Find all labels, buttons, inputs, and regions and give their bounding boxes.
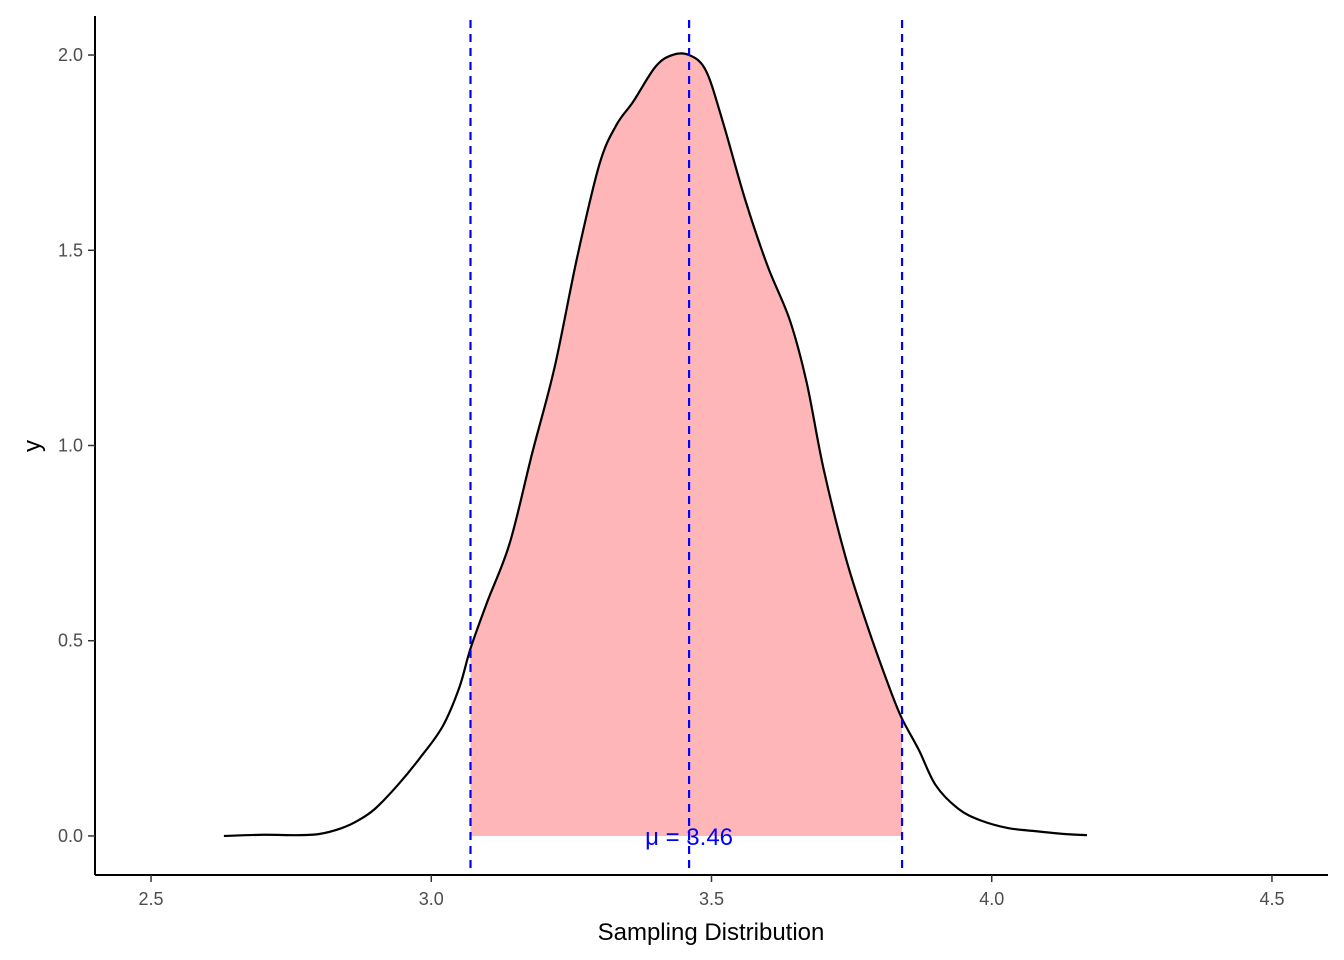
density-curve — [223, 52, 1088, 838]
y-tick-label: 2.0 — [58, 45, 83, 65]
x-tick-label: 4.5 — [1259, 889, 1284, 909]
x-tick-label: 2.5 — [139, 889, 164, 909]
y-tick-label: 0.0 — [58, 826, 83, 846]
y-tick-label: 1.5 — [58, 240, 83, 260]
x-tick-label: 3.0 — [419, 889, 444, 909]
x-axis-title: Sampling Distribution — [598, 919, 825, 946]
y-tick-label: 0.5 — [58, 631, 83, 651]
x-tick-label: 4.0 — [979, 889, 1004, 909]
x-tick-label: 3.5 — [699, 889, 724, 909]
y-tick-label: 1.0 — [58, 436, 83, 456]
y-axis-title: y — [19, 440, 46, 452]
shaded-interval-area — [470, 53, 903, 836]
